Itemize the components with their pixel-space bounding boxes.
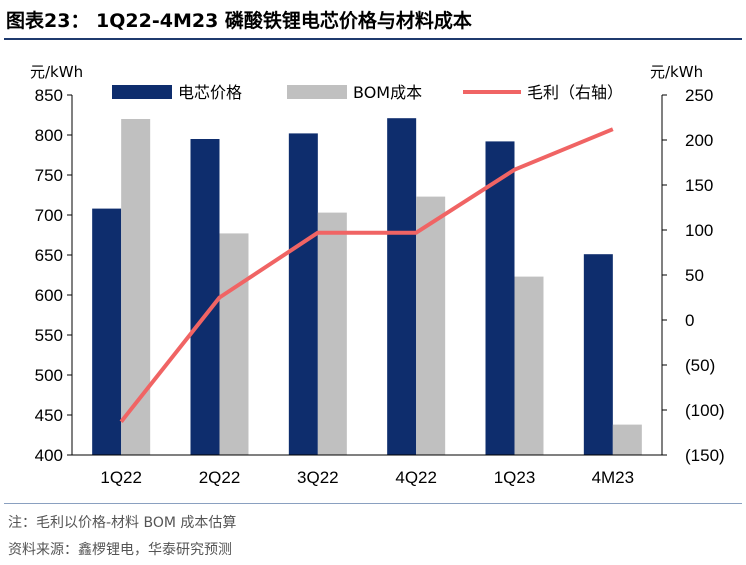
bar-price-4M23 <box>583 254 613 455</box>
x-tick-label: 4Q22 <box>395 468 437 487</box>
bar-bom-4Q22 <box>416 196 446 455</box>
x-tick-label: 1Q22 <box>100 468 142 487</box>
left-tick-label: 850 <box>35 86 63 105</box>
legend-swatch-price <box>112 85 172 99</box>
left-tick-label: 450 <box>35 406 63 425</box>
right-tick-label: (150) <box>685 446 725 465</box>
right-tick-label: 0 <box>685 311 694 330</box>
left-tick-label: 600 <box>35 286 63 305</box>
left-tick-label: 800 <box>35 126 63 145</box>
bars-price-series <box>92 118 613 455</box>
legend: 电芯价格 BOM成本 毛利（右轴） <box>112 83 623 102</box>
right-axis-ticks: 250 200 150 100 50 0 (50) (100) (150) <box>662 86 725 465</box>
footnote: 注：毛利以价格-材料 BOM 成本估算 <box>8 515 237 531</box>
bar-bom-1Q22 <box>121 119 151 455</box>
left-tick-label: 500 <box>35 366 63 385</box>
right-tick-label: 150 <box>685 176 713 195</box>
bar-bom-3Q22 <box>317 212 347 455</box>
bar-bom-2Q22 <box>219 233 249 455</box>
title-divider <box>4 38 742 40</box>
source-note: 资料来源：鑫椤锂电，华泰研究预测 <box>8 542 232 558</box>
bar-price-2Q22 <box>190 139 220 455</box>
right-axis-unit: 元/kWh <box>650 63 703 81</box>
left-tick-label: 750 <box>35 166 63 185</box>
margin-line-series <box>119 127 614 423</box>
right-tick-label: (100) <box>685 401 725 420</box>
chart: 元/kWh 元/kWh 电芯价格 BOM成本 毛利（右轴） 850 800 750 7… <box>30 63 725 487</box>
x-tick-label: 3Q22 <box>297 468 339 487</box>
right-tick-label: (50) <box>685 356 715 375</box>
legend-swatch-bom <box>287 85 347 99</box>
x-tick-label: 2Q22 <box>199 468 241 487</box>
right-tick-label: 50 <box>685 266 704 285</box>
left-tick-label: 650 <box>35 246 63 265</box>
bar-bom-4M23 <box>612 424 642 455</box>
legend-label-margin: 毛利（右轴） <box>527 83 623 102</box>
legend-label-bom: BOM成本 <box>353 83 422 102</box>
bar-price-4Q22 <box>387 118 417 455</box>
right-tick-label: 200 <box>685 131 713 150</box>
bar-price-1Q23 <box>485 141 515 455</box>
left-tick-label: 700 <box>35 206 63 225</box>
right-tick-label: 100 <box>685 221 713 240</box>
left-tick-label: 550 <box>35 326 63 345</box>
x-axis-ticks: 1Q22 2Q22 3Q22 4Q22 1Q23 4M23 <box>100 468 634 487</box>
left-tick-label: 400 <box>35 446 63 465</box>
bars-bom-series <box>121 119 642 455</box>
bar-price-3Q22 <box>288 133 318 455</box>
x-tick-label: 1Q23 <box>494 468 536 487</box>
bar-price-1Q22 <box>92 208 122 455</box>
bar-bom-1Q23 <box>514 276 544 455</box>
left-axis-unit: 元/kWh <box>30 63 83 81</box>
chart-title: 图表23： 1Q22-4M23 磷酸铁锂电芯价格与材料成本 <box>6 10 472 32</box>
legend-label-price: 电芯价格 <box>178 83 242 102</box>
left-axis-ticks: 850 800 750 700 650 600 550 500 450 400 <box>35 86 72 465</box>
x-tick-label: 4M23 <box>592 468 635 487</box>
right-tick-label: 250 <box>685 86 713 105</box>
footer-divider <box>4 503 742 504</box>
margin-line <box>119 127 614 423</box>
